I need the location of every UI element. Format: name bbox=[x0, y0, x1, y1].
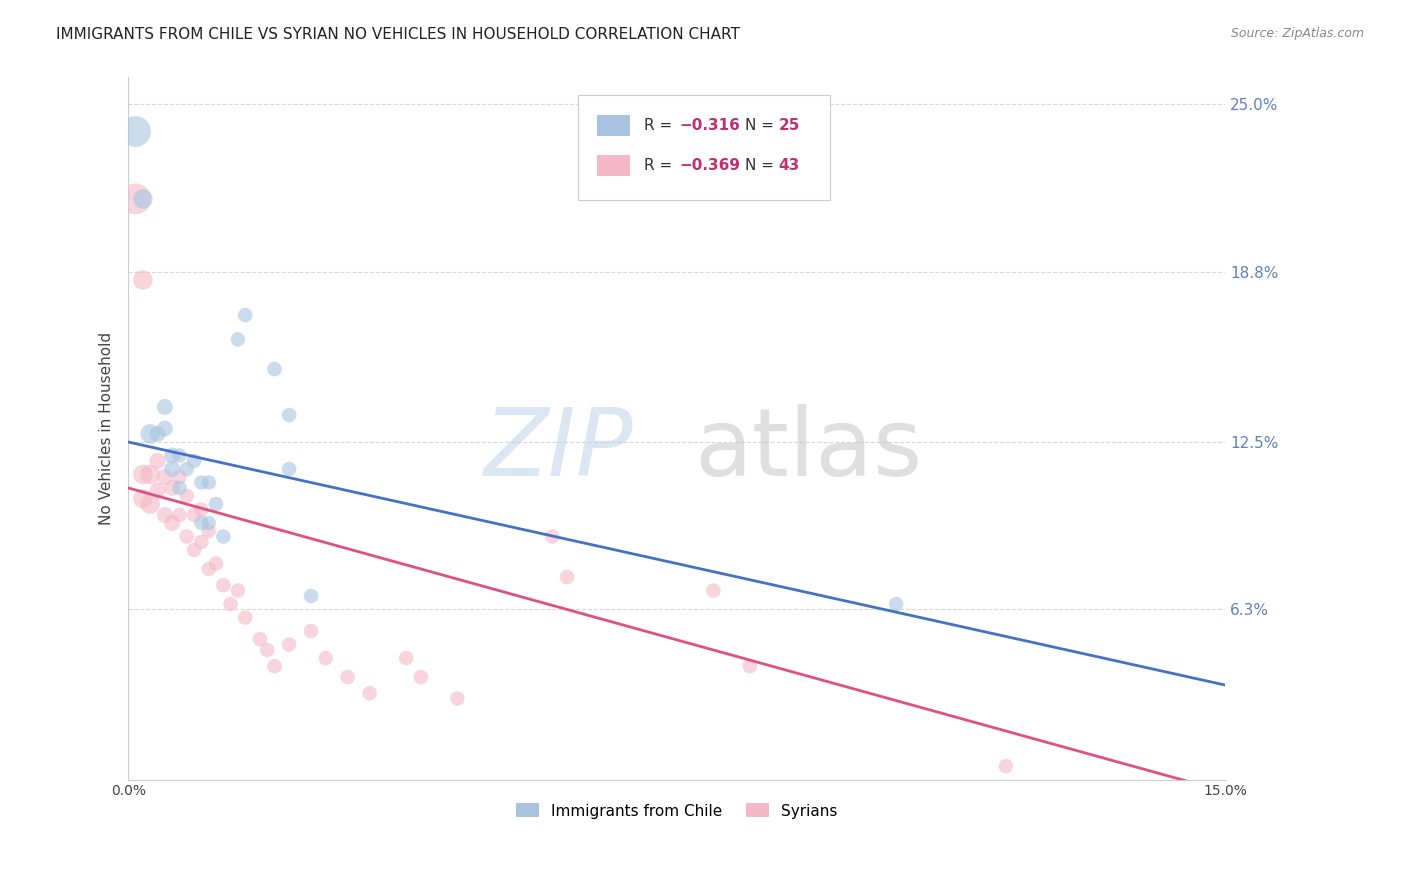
Point bbox=[197, 475, 219, 490]
Text: IMMIGRANTS FROM CHILE VS SYRIAN NO VEHICLES IN HOUSEHOLD CORRELATION CHART: IMMIGRANTS FROM CHILE VS SYRIAN NO VEHIC… bbox=[56, 27, 740, 42]
Point bbox=[132, 491, 155, 506]
Point bbox=[146, 426, 169, 441]
Point bbox=[169, 470, 191, 484]
Bar bbox=[596, 115, 630, 136]
Text: 25: 25 bbox=[779, 118, 800, 133]
Point bbox=[183, 508, 205, 522]
Point bbox=[315, 651, 337, 665]
Point bbox=[176, 530, 198, 544]
Y-axis label: No Vehicles in Household: No Vehicles in Household bbox=[100, 332, 114, 525]
Point bbox=[219, 597, 242, 611]
Point bbox=[212, 578, 235, 592]
Point bbox=[541, 530, 564, 544]
Point bbox=[336, 670, 359, 684]
Text: ZIP: ZIP bbox=[484, 404, 633, 495]
Point bbox=[249, 632, 271, 647]
Point bbox=[183, 454, 205, 468]
Text: 43: 43 bbox=[779, 158, 800, 173]
Point bbox=[212, 530, 235, 544]
Point bbox=[139, 467, 162, 482]
Text: R =: R = bbox=[644, 158, 676, 173]
Point bbox=[176, 489, 198, 503]
Text: atlas: atlas bbox=[695, 403, 922, 496]
Point bbox=[153, 508, 176, 522]
Point bbox=[190, 516, 212, 530]
Text: Source: ZipAtlas.com: Source: ZipAtlas.com bbox=[1230, 27, 1364, 40]
Text: −0.316: −0.316 bbox=[679, 118, 740, 133]
Point bbox=[190, 535, 212, 549]
Point bbox=[395, 651, 418, 665]
Point bbox=[197, 524, 219, 538]
Point bbox=[160, 516, 183, 530]
Point bbox=[169, 508, 191, 522]
Point bbox=[153, 421, 176, 435]
Point bbox=[359, 686, 381, 700]
Point bbox=[176, 462, 198, 476]
Point bbox=[226, 583, 249, 598]
Point bbox=[197, 562, 219, 576]
Point bbox=[160, 481, 183, 495]
Point bbox=[278, 408, 301, 422]
Point bbox=[132, 273, 155, 287]
FancyBboxPatch shape bbox=[578, 95, 831, 201]
Point bbox=[256, 643, 278, 657]
Point bbox=[160, 449, 183, 463]
Point bbox=[197, 516, 219, 530]
Bar bbox=[596, 154, 630, 176]
Point bbox=[233, 308, 256, 322]
Point bbox=[146, 454, 169, 468]
Point bbox=[169, 481, 191, 495]
Text: −0.369: −0.369 bbox=[679, 158, 740, 173]
Point bbox=[299, 624, 322, 638]
Point bbox=[205, 557, 228, 571]
Point bbox=[153, 400, 176, 414]
Point bbox=[146, 483, 169, 498]
Text: R =: R = bbox=[644, 118, 676, 133]
Point bbox=[190, 475, 212, 490]
Point bbox=[233, 610, 256, 624]
Point bbox=[132, 467, 155, 482]
Point bbox=[446, 691, 468, 706]
Point bbox=[132, 192, 155, 206]
Point bbox=[278, 638, 301, 652]
Point bbox=[409, 670, 432, 684]
Point bbox=[263, 659, 285, 673]
Point bbox=[299, 589, 322, 603]
Point bbox=[160, 462, 183, 476]
Point bbox=[124, 192, 146, 206]
Point bbox=[190, 502, 212, 516]
Point bbox=[205, 497, 228, 511]
Point bbox=[278, 462, 301, 476]
Point bbox=[169, 449, 191, 463]
Point bbox=[139, 426, 162, 441]
Point bbox=[884, 597, 907, 611]
Point bbox=[263, 362, 285, 376]
Point bbox=[139, 497, 162, 511]
Point bbox=[153, 470, 176, 484]
Text: N =: N = bbox=[745, 118, 779, 133]
Point bbox=[702, 583, 724, 598]
Point bbox=[226, 332, 249, 346]
Point bbox=[738, 659, 761, 673]
Text: N =: N = bbox=[745, 158, 779, 173]
Point bbox=[183, 543, 205, 558]
Point bbox=[994, 759, 1017, 773]
Legend: Immigrants from Chile, Syrians: Immigrants from Chile, Syrians bbox=[510, 797, 844, 824]
Point bbox=[124, 124, 146, 138]
Point bbox=[555, 570, 578, 584]
